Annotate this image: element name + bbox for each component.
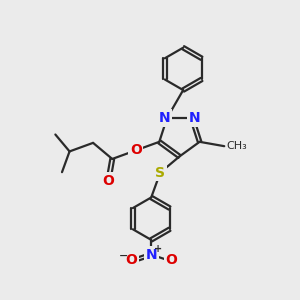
Text: O: O: [165, 254, 177, 268]
Text: O: O: [130, 143, 142, 158]
Text: −: −: [118, 251, 128, 261]
Text: CH₃: CH₃: [226, 141, 248, 151]
Text: O: O: [125, 254, 137, 268]
Text: N: N: [189, 111, 201, 125]
Text: N: N: [146, 248, 157, 262]
Text: O: O: [103, 174, 114, 188]
Text: S: S: [155, 166, 165, 180]
Text: N: N: [159, 111, 170, 125]
Text: +: +: [154, 244, 162, 254]
